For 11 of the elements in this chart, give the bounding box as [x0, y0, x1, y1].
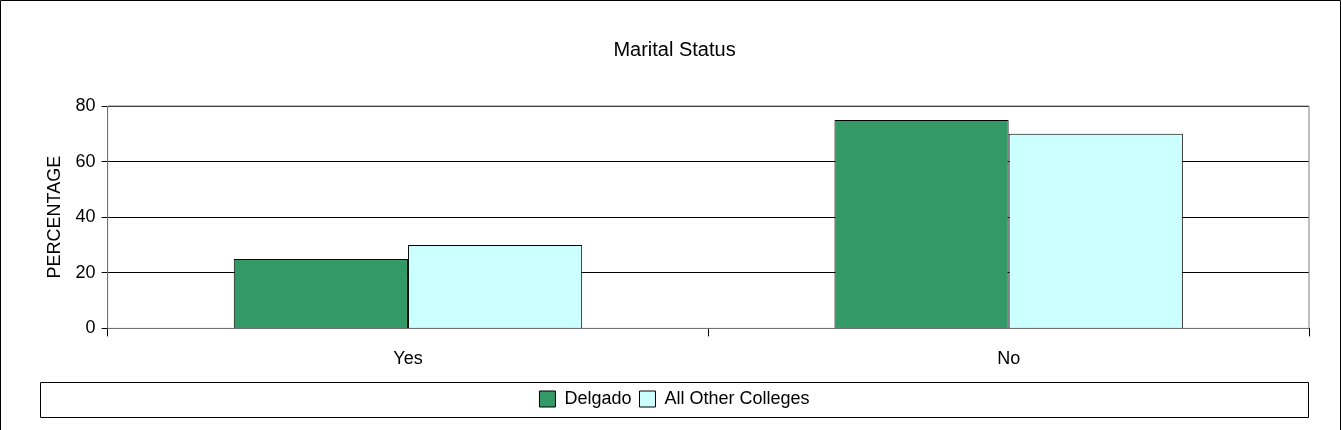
y-tick-label: 0: [85, 317, 96, 338]
x-tick-label: No: [997, 348, 1021, 369]
y-tick-label: 20: [75, 261, 96, 282]
x-tick-label: Yes: [393, 348, 423, 369]
y-tick-label: 80: [75, 94, 96, 115]
legend-label: Delgado: [564, 387, 632, 408]
y-tick-label: 40: [75, 206, 96, 227]
chart-title: Marital Status: [613, 37, 736, 60]
legend-label: All Other Colleges: [664, 387, 810, 408]
y-tick-label: 60: [75, 150, 96, 171]
y-axis-title: PERCENTAGE: [43, 155, 64, 279]
